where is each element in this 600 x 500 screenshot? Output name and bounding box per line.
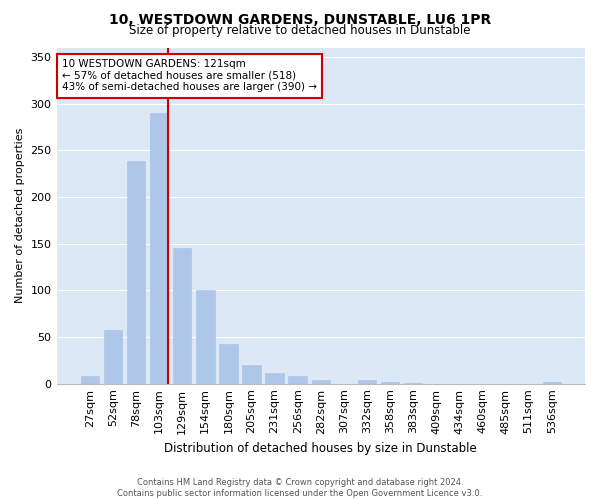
Y-axis label: Number of detached properties: Number of detached properties [15,128,25,304]
Text: 10 WESTDOWN GARDENS: 121sqm
← 57% of detached houses are smaller (518)
43% of se: 10 WESTDOWN GARDENS: 121sqm ← 57% of det… [62,60,317,92]
Bar [404,382,422,384]
Bar [381,382,400,384]
Text: 10, WESTDOWN GARDENS, DUNSTABLE, LU6 1PR: 10, WESTDOWN GARDENS, DUNSTABLE, LU6 1PR [109,12,491,26]
Bar [196,290,215,384]
Bar [173,248,191,384]
Text: Size of property relative to detached houses in Dunstable: Size of property relative to detached ho… [129,24,471,37]
Bar [289,376,307,384]
Bar [80,376,99,384]
Bar [219,344,238,384]
X-axis label: Distribution of detached houses by size in Dunstable: Distribution of detached houses by size … [164,442,477,455]
Bar [104,330,122,384]
Bar [150,113,169,384]
Bar [242,365,261,384]
Bar [542,382,561,384]
Bar [311,380,330,384]
Bar [265,374,284,384]
Text: Contains HM Land Registry data © Crown copyright and database right 2024.
Contai: Contains HM Land Registry data © Crown c… [118,478,482,498]
Bar [358,380,376,384]
Bar [127,162,145,384]
